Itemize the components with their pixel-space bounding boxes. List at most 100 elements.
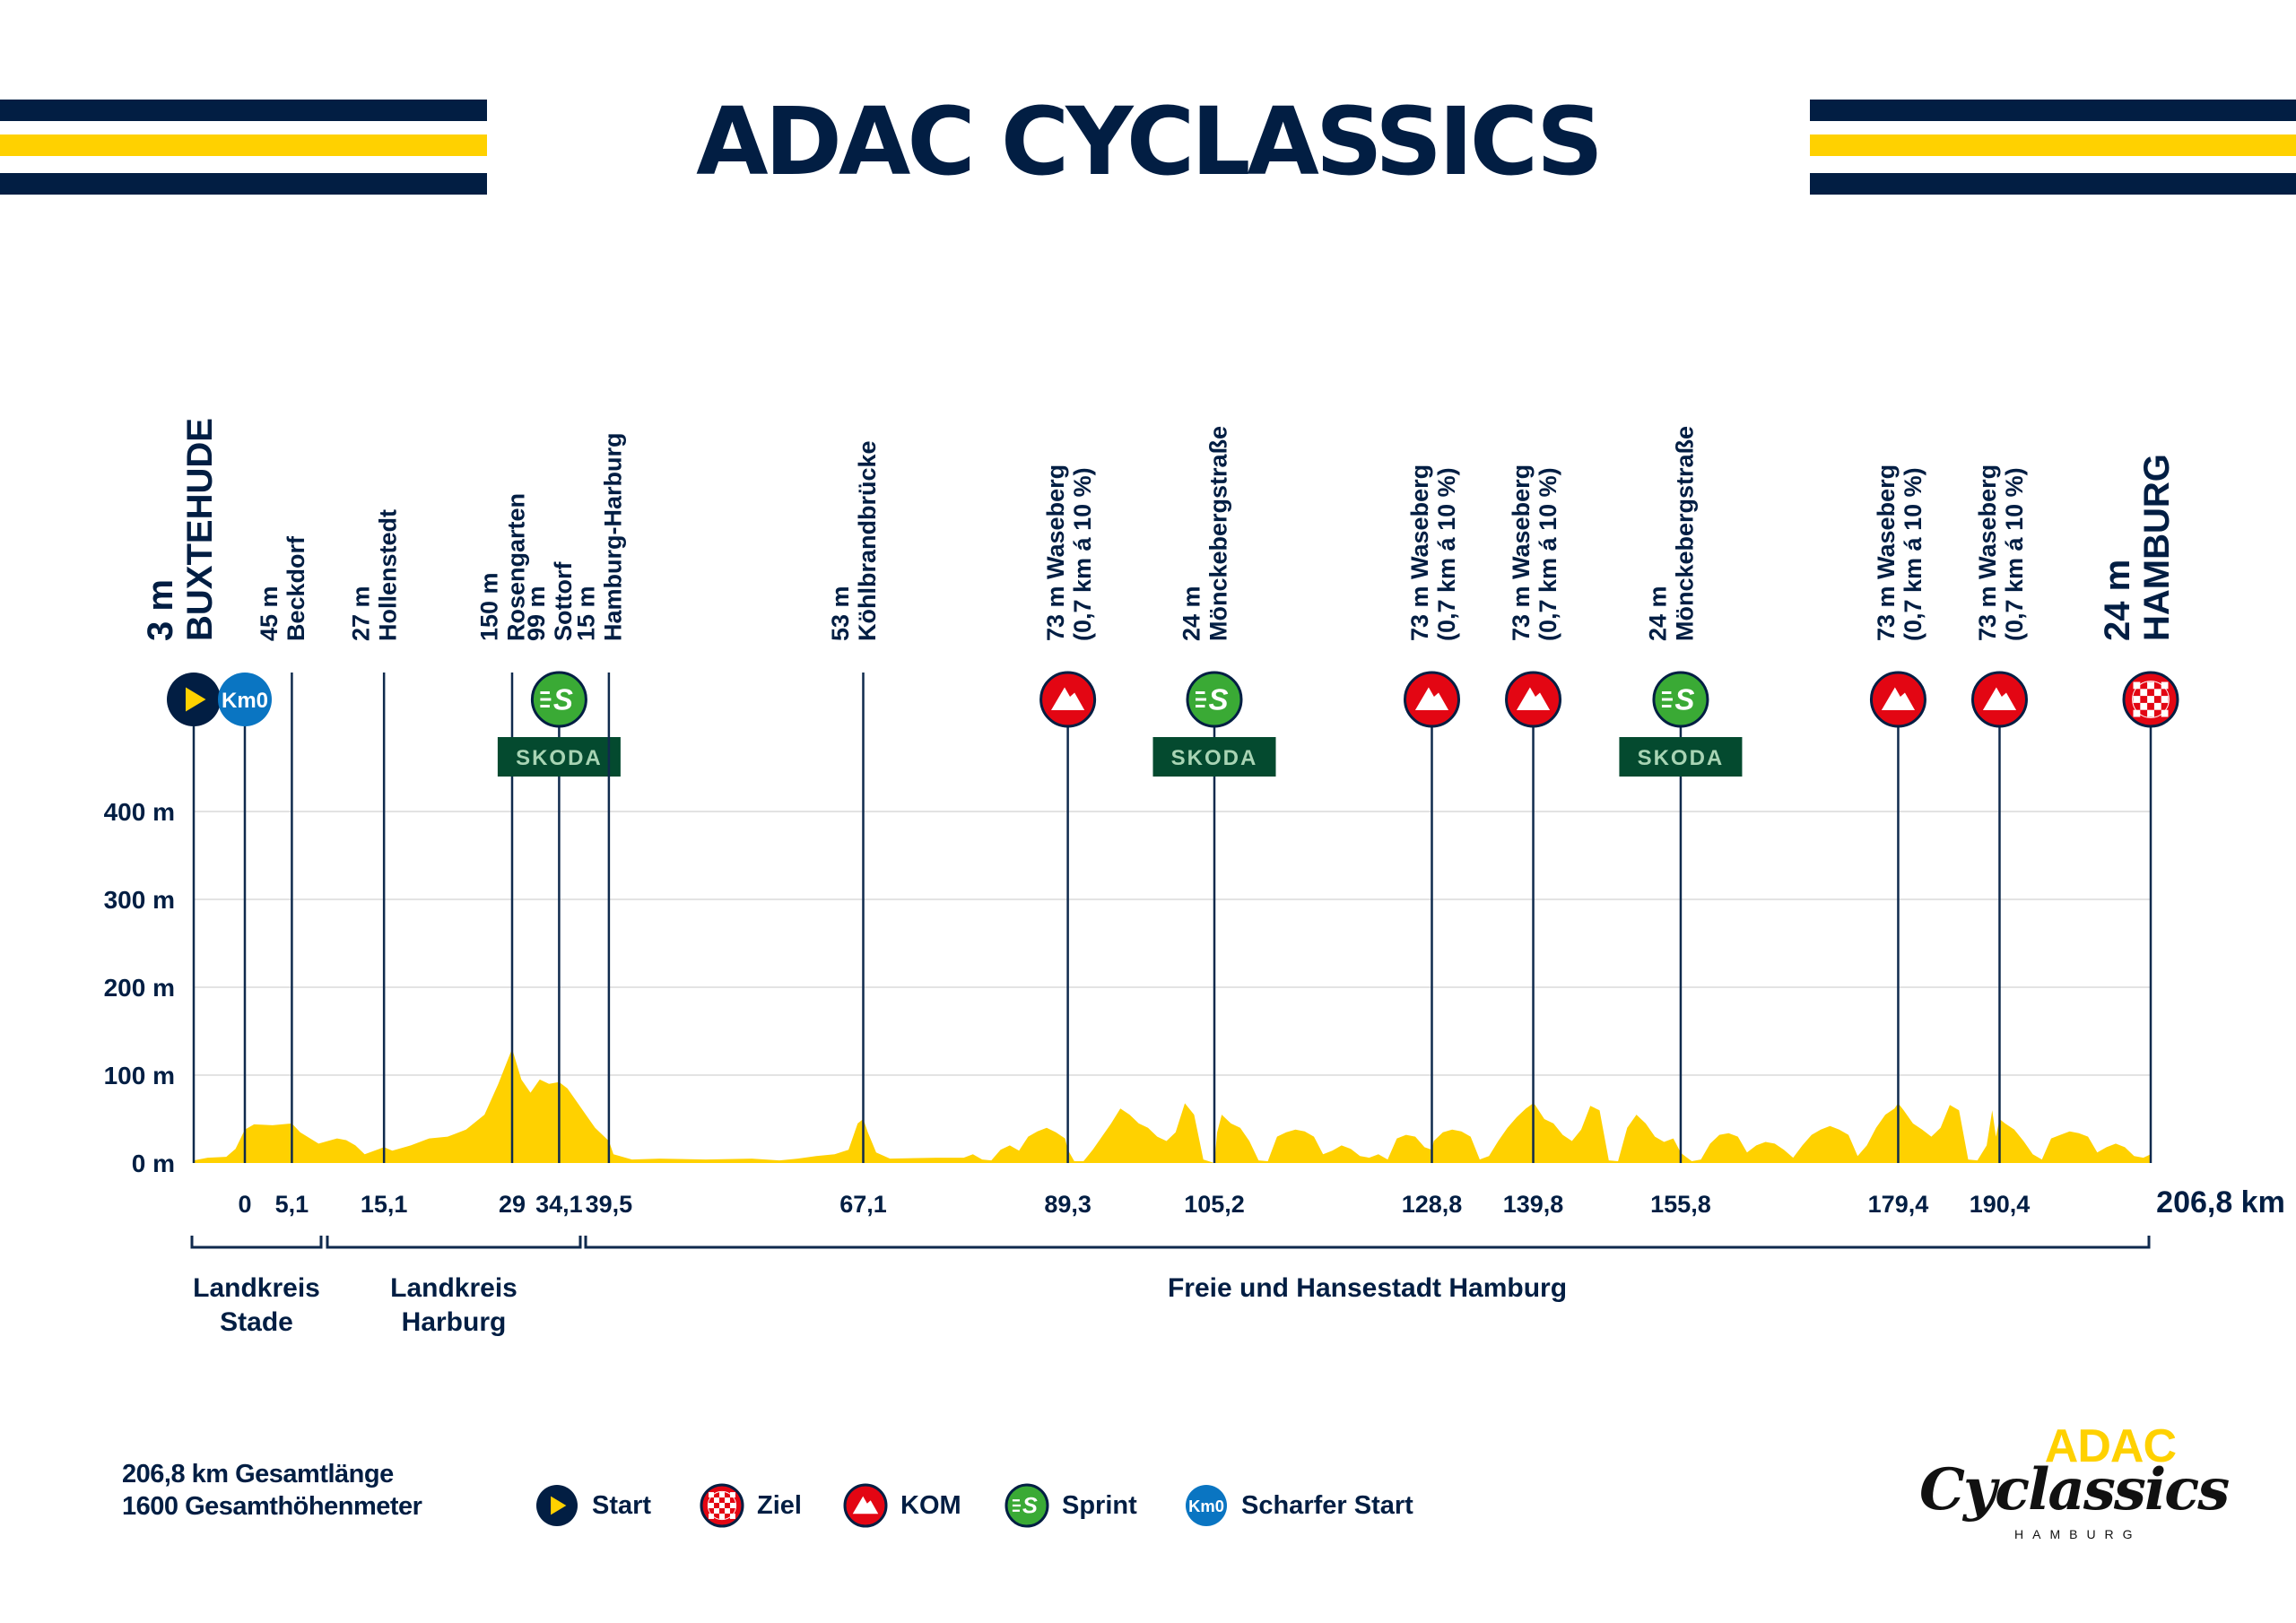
svg-text:S: S [1208,682,1228,716]
svg-text:73 m Waseberg: 73 m Waseberg [1508,464,1535,641]
mountain-icon [1970,671,2028,728]
region-brackets: Landkreis Stade Landkreis Harburg Freie und … [190,1236,2151,1337]
region-label: Harburg [402,1307,507,1337]
legend-sprint: S Sprint [1004,1483,1137,1528]
header-stripe-right-bottom [1810,173,2296,195]
y-axis-grid: 0 m 100 m 200 m 300 m 400 m [104,798,2151,1177]
svg-text:73 m Waseberg: 73 m Waseberg [1974,464,2001,641]
km-label: 139,8 [1503,1191,1564,1218]
km-label: 5,1 [275,1191,309,1218]
waypoint-12: SKODA S 24 m Mönckebergstraße 155,8 [1619,426,1743,1218]
svg-text:(0,7 km á 10 %): (0,7 km á 10 %) [2001,467,2028,641]
km0-icon: Km0 [218,673,272,726]
svg-text:73 m Waseberg: 73 m Waseberg [1042,464,1069,641]
mountain-icon [1404,671,1461,728]
waypoint-11: 73 m Waseberg (0,7 km á 10 %) 139,8 [1503,464,1564,1218]
svg-text:Mönckebergstraße: Mönckebergstraße [1205,426,1231,641]
y-tick-label: 300 m [104,886,175,914]
mountain-icon [1039,671,1097,728]
waypoint-label: 150 m Rosengarten [475,493,529,641]
total-climb-label: Gesamthöhenmeter [185,1492,422,1521]
finish-flag-icon [2122,671,2179,728]
legend-kom: KOM [843,1483,961,1528]
waypoint-6: 15 m Hamburg-Harburg 39,5 [572,432,632,1218]
waypoint-label: 99 m Sottorf [523,561,577,641]
total-climb: 1600 Gesamthöhenmeter [122,1492,422,1522]
svg-text:(0,7 km á 10 %): (0,7 km á 10 %) [1069,467,1096,641]
region-label: Landkreis [390,1273,517,1303]
sponsor-badge [1619,737,1743,777]
svg-text:73 m Waseberg: 73 m Waseberg [1406,464,1433,641]
svg-text:53 m: 53 m [827,586,854,641]
waypoint-8: 73 m Waseberg (0,7 km á 10 %) 89,3 [1039,464,1097,1218]
adac-cyclassics-logo: ADAC Cyclassics HAMBURG [1910,1412,2230,1547]
km-label: 39,5 [586,1191,633,1218]
svg-text:Km0: Km0 [222,689,268,713]
km-label: 15,1 [361,1191,408,1218]
svg-text:S: S [1674,682,1694,716]
svg-text:(0,7 km á 10 %): (0,7 km á 10 %) [1535,467,1561,641]
y-tick-label: 400 m [104,798,175,826]
km-label: 128,8 [1402,1191,1463,1218]
waypoint-label: 3 m BUXTEHUDE [141,418,220,641]
svg-text:24 m: 24 m [1178,586,1205,641]
region-bracket: Landkreis Stade [190,1236,323,1337]
waypoint-3: 27 m Hollenstedt 15,1 [348,509,408,1218]
waypoint-10: 73 m Waseberg (0,7 km á 10 %) 128,8 [1402,464,1463,1218]
finish-flag-icon [700,1483,744,1528]
sprint-icon: S [1652,671,1709,728]
svg-text:HAMBURG: HAMBURG [2137,454,2177,641]
elevation-area [194,1048,2151,1163]
header-stripe-left-middle [0,135,487,156]
total-length-label: km Gesamtlänge [191,1460,395,1488]
y-tick-label: 100 m [104,1062,175,1089]
header-stripe-right-top [1810,100,2296,121]
svg-text:73 m Waseberg: 73 m Waseberg [1873,464,1900,641]
region-label: Stade [220,1307,293,1337]
legend-finish: Ziel [700,1483,802,1528]
svg-text:(0,7 km á 10 %): (0,7 km á 10 %) [1433,467,1460,641]
waypoint-label: 73 m Waseberg (0,7 km á 10 %) [1042,464,1096,641]
svg-text:Köhlbrandbrücke: Köhlbrandbrücke [854,440,881,641]
start-icon [536,1485,578,1526]
svg-text:45 m: 45 m [256,586,283,641]
svg-text:Hollenstedt: Hollenstedt [375,509,402,641]
svg-text:BUXTEHUDE: BUXTEHUDE [180,418,220,641]
km-label: 29 [499,1191,526,1218]
mountain-icon [1869,671,1926,728]
start-icon [167,673,221,726]
sprint-icon: S [1004,1483,1049,1528]
page-title: ADAC CYCLASSICS [696,87,1604,196]
logo-adac: ADAC [2044,1420,2177,1472]
sponsor-label: SKODA [1171,746,1258,770]
km-label: 206,8 km [2156,1185,2285,1219]
waypoint-label: 73 m Waseberg (0,7 km á 10 %) [1974,464,2028,641]
svg-text:99 m: 99 m [523,586,550,641]
km-label: 190,4 [1970,1191,2031,1218]
waypoint-label: 73 m Waseberg (0,7 km á 10 %) [1873,464,1926,641]
legend-sprint-label: Sprint [1062,1490,1137,1520]
sprint-icon: S [1186,671,1243,728]
km0-icon: Km0 [1186,1485,1227,1526]
region-label: Freie und Hansestadt Hamburg [1168,1273,1567,1303]
mountain-icon [1505,671,1562,728]
waypoint-label: 24 m HAMBURG [2098,454,2177,641]
svg-text:S: S [553,682,573,716]
svg-text:Rosengarten: Rosengarten [502,493,529,641]
y-tick-label: 0 m [132,1150,175,1177]
logo-cyclassics: Cyclassics [1919,1456,2230,1523]
waypoint-2: 45 m Beckdorf 5,1 [256,535,309,1218]
svg-text:Beckdorf: Beckdorf [283,535,309,641]
waypoint-label: 53 m Köhlbrandbrücke [827,440,881,641]
svg-text:15 m: 15 m [572,586,599,641]
region-label: Landkreis [193,1273,320,1303]
legend-finish-label: Ziel [757,1490,802,1520]
svg-text:(0,7 km á 10 %): (0,7 km á 10 %) [1900,467,1926,641]
km-label: 179,4 [1868,1191,1929,1218]
km-label: 89,3 [1044,1191,1091,1218]
waypoint-7: 53 m Köhlbrandbrücke 67,1 [827,440,887,1218]
total-length-value: 206,8 [122,1460,186,1488]
waypoint-9: SKODA S 24 m Mönckebergstraße 105,2 [1152,426,1276,1218]
svg-text:27 m: 27 m [348,586,375,641]
svg-text:Hamburg-Harburg: Hamburg-Harburg [599,432,626,641]
